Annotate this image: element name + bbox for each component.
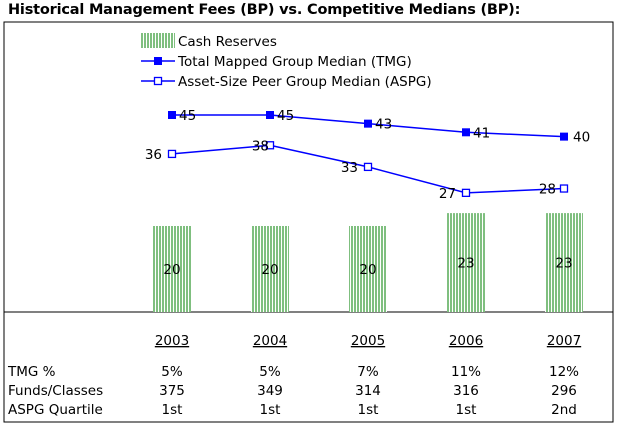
table-cell: 7% xyxy=(357,364,379,380)
table-cell: 316 xyxy=(453,383,479,399)
table-row-label: Funds/Classes xyxy=(8,383,103,399)
x-tick-label: 2005 xyxy=(351,333,385,349)
legend: Cash Reserves Total Mapped Group Median (… xyxy=(141,33,432,90)
x-tick-label: 2004 xyxy=(253,333,287,349)
marker-aspg xyxy=(559,184,569,193)
x-tick-label: 2006 xyxy=(449,333,483,349)
bar xyxy=(447,213,485,312)
table-cell: 11% xyxy=(451,364,481,380)
bar xyxy=(545,213,583,312)
bar-value-label: 20 xyxy=(359,262,376,278)
table-cell: 1st xyxy=(358,402,379,418)
legend-swatch-bar xyxy=(141,33,175,48)
bar-series: 20 20 20 23 23 xyxy=(153,213,583,312)
table-cell: 1st xyxy=(456,402,477,418)
line-value-label: 43 xyxy=(375,117,392,133)
line-value-label: 38 xyxy=(252,138,269,154)
marker-tmg xyxy=(462,128,470,137)
line-value-label: 28 xyxy=(539,182,556,198)
line-series: 45 45 43 41 40 36 38 33 27 28 xyxy=(145,108,590,202)
bar-value-label: 20 xyxy=(261,262,278,278)
marker-tmg xyxy=(266,111,274,119)
table-cell: 349 xyxy=(257,383,283,399)
table-row-label: ASPG Quartile xyxy=(8,402,103,418)
line-value-label: 40 xyxy=(573,130,590,146)
legend-marker-tmg xyxy=(154,57,162,65)
x-axis: 2003 2004 2005 2006 2007 xyxy=(155,333,581,349)
data-table: TMG % 5% 5% 7% 11% 12% Funds/Classes 375 349 314 3… xyxy=(7,364,579,418)
table-cell: 375 xyxy=(159,383,185,399)
table-cell: 1st xyxy=(260,402,281,418)
marker-tmg xyxy=(560,132,568,141)
table-cell: 5% xyxy=(259,364,281,380)
table-cell: 12% xyxy=(549,364,579,380)
bar-value-label: 23 xyxy=(457,256,474,272)
chart-title: Historical Management Fees (BP) vs. Comp… xyxy=(8,2,521,18)
marker-tmg xyxy=(168,111,176,119)
line-value-label: 36 xyxy=(145,147,162,163)
marker-aspg xyxy=(363,162,373,172)
bar xyxy=(153,226,191,312)
bar-value-label: 23 xyxy=(555,256,572,272)
bar xyxy=(251,226,289,312)
legend-label: Total Mapped Group Median (TMG) xyxy=(177,54,412,70)
line-value-label: 41 xyxy=(473,125,490,141)
legend-label: Cash Reserves xyxy=(178,34,277,50)
marker-aspg xyxy=(461,188,471,198)
table-cell: 5% xyxy=(161,364,183,380)
line-value-label: 45 xyxy=(277,108,294,124)
marker-aspg xyxy=(167,149,177,159)
table-cell: 2nd xyxy=(551,402,577,418)
marker-tmg xyxy=(364,119,372,128)
marker-aspg xyxy=(265,141,275,150)
bar xyxy=(349,226,387,312)
table-cell: 296 xyxy=(551,383,577,399)
line-value-label: 27 xyxy=(439,186,456,202)
line-value-label: 45 xyxy=(179,108,196,124)
table-cell: 314 xyxy=(355,383,381,399)
table-cell: 1st xyxy=(162,402,183,418)
plot-frame xyxy=(3,21,614,423)
x-tick-label: 2007 xyxy=(547,333,581,349)
table-row-label: TMG % xyxy=(7,364,56,380)
legend-label: Asset-Size Peer Group Median (ASPG) xyxy=(178,74,432,90)
legend-marker-aspg xyxy=(153,76,163,86)
bar-value-label: 20 xyxy=(163,262,180,278)
line-value-label: 33 xyxy=(341,160,358,176)
x-tick-label: 2003 xyxy=(155,333,189,349)
